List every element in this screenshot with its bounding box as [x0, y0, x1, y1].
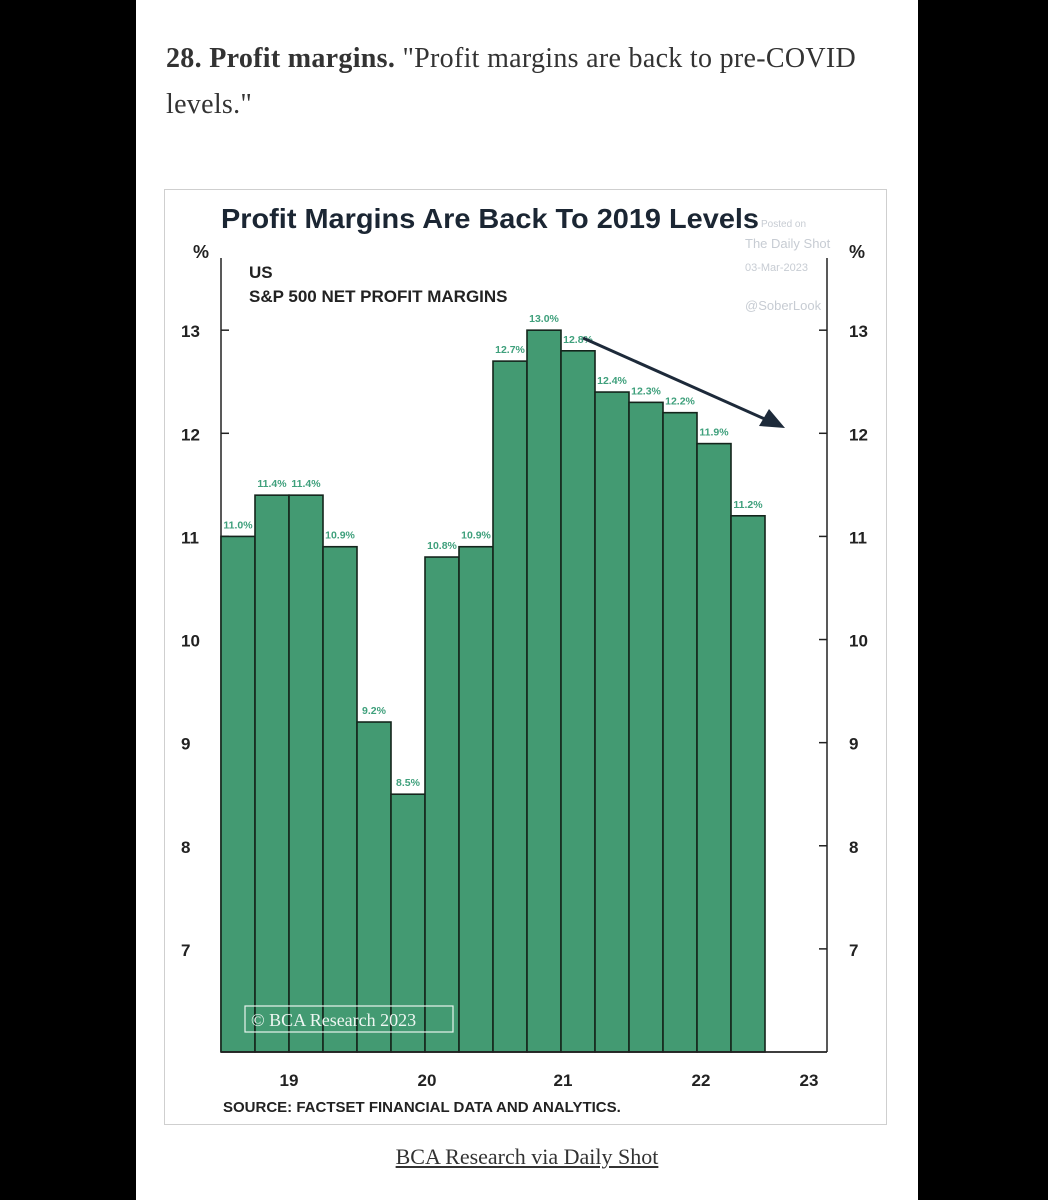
bar: [526, 329, 562, 1053]
bar: [560, 350, 596, 1053]
y-tick-label-left: 12: [181, 425, 200, 444]
x-tick-label: 23: [800, 1071, 819, 1090]
bar-data-label: 10.8%: [427, 540, 457, 552]
y-tick-label-right: 7: [849, 941, 858, 960]
chart-title: Profit Margins Are Back To 2019 Levels: [221, 203, 759, 234]
bar-data-label: 12.2%: [665, 396, 695, 408]
y-unit-right: %: [849, 242, 865, 262]
bar: [220, 535, 256, 1053]
copyright-box: [244, 1005, 454, 1033]
bar-data-label: 12.3%: [631, 385, 661, 397]
bar: [730, 514, 766, 1053]
bar-data-label: 11.9%: [699, 427, 729, 439]
y-tick-label-left: 13: [181, 322, 200, 341]
y-tick-label-right: 10: [849, 632, 868, 651]
bar: [594, 391, 630, 1053]
y-tick-label-right: 13: [849, 322, 868, 341]
profit-margin-chart: Profit Margins Are Back To 2019 Levels P…: [181, 203, 868, 1116]
x-tick-label: 20: [418, 1071, 437, 1090]
bar: [458, 545, 494, 1053]
y-tick-label-left: 7: [181, 941, 190, 960]
chart-image: Profit Margins Are Back To 2019 Levels P…: [164, 189, 887, 1125]
y-tick-label-left: 9: [181, 735, 190, 754]
trend-arrow-head: [759, 409, 785, 428]
bar-data-label: 11.0%: [223, 519, 253, 531]
y-tick-label-right: 12: [849, 425, 868, 444]
plot-area: 7 7 8 8 9 9 10 10 11 11 12 12 13 13 11.0% 11.4% 11.4% 10.…: [181, 258, 868, 1090]
bar: [662, 411, 698, 1053]
watermark-date: 03-Mar-2023: [745, 262, 808, 274]
watermark-posted-on: Posted on: [761, 219, 806, 230]
bar-data-label: 12.8%: [563, 334, 593, 346]
trend-arrow-shaft: [582, 336, 768, 422]
watermark-site: The Daily Shot: [745, 236, 831, 251]
chart-subtitle-country: US: [249, 263, 273, 282]
bar-data-label: 8.5%: [396, 777, 421, 789]
bar-data-label: 11.4%: [291, 478, 321, 490]
y-unit-left: %: [193, 242, 209, 262]
bar: [254, 494, 290, 1053]
bar-data-label: 10.9%: [461, 530, 491, 542]
x-tick-label: 19: [280, 1071, 299, 1090]
bar-data-label: 13.0%: [529, 313, 559, 325]
y-tick-label-left: 10: [181, 632, 200, 651]
x-tick-label: 22: [692, 1071, 711, 1090]
bar-data-label: 11.4%: [257, 478, 287, 490]
y-tick-label-left: 8: [181, 838, 190, 857]
bar: [322, 545, 358, 1053]
watermark-handle: @SoberLook: [745, 298, 822, 313]
y-tick-label-right: 9: [849, 735, 858, 754]
chart-subtitle-series: S&P 500 NET PROFIT MARGINS: [249, 287, 508, 306]
y-tick-label-left: 11: [181, 528, 199, 547]
heading-bold: 28. Profit margins.: [166, 43, 396, 74]
bar: [628, 401, 664, 1053]
image-caption-link[interactable]: BCA Research via Daily Shot: [395, 1144, 659, 1169]
copyright-text: © BCA Research 2023: [251, 1010, 416, 1030]
y-tick-label-right: 11: [849, 528, 867, 547]
section-heading: 28. Profit margins. "Profit margins are …: [166, 36, 886, 128]
bar: [492, 360, 528, 1053]
y-tick-label-right: 8: [849, 838, 858, 857]
heading-quote: "Profit margins are back to pre-COVID le…: [166, 43, 857, 120]
x-tick-label: 21: [554, 1071, 573, 1090]
bar: [424, 556, 460, 1053]
bar-data-label: 12.4%: [597, 375, 627, 387]
bar-data-label: 12.7%: [495, 344, 525, 356]
bar: [696, 442, 732, 1053]
bar: [356, 721, 392, 1053]
bar-data-label: 9.2%: [362, 705, 387, 717]
bar-data-label: 11.2%: [733, 499, 763, 511]
article-page: 28. Profit margins. "Profit margins are …: [136, 0, 918, 1200]
bar-data-label: 10.9%: [325, 530, 355, 542]
bar: [288, 494, 324, 1053]
chart-source: SOURCE: FACTSET FINANCIAL DATA AND ANALY…: [223, 1099, 621, 1116]
